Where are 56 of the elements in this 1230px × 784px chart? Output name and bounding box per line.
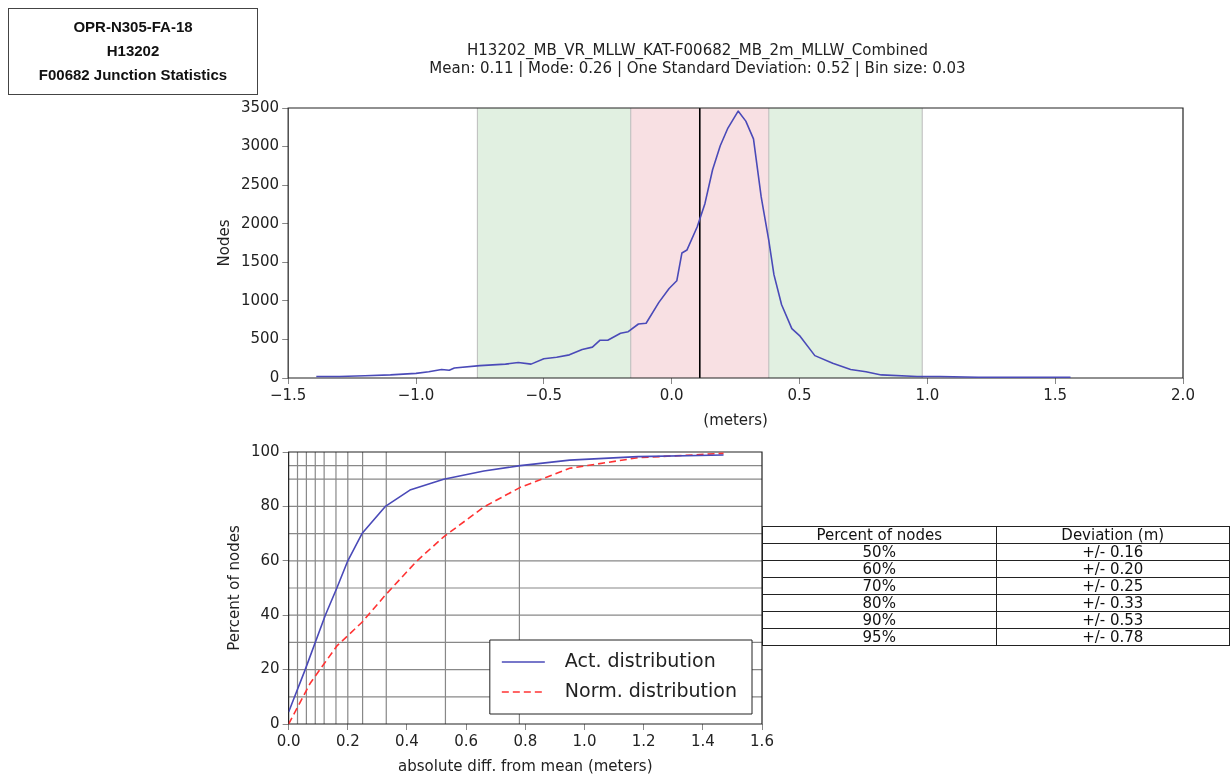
x-tick-label: 0.0 bbox=[659, 385, 684, 404]
y-tick-label: 500 bbox=[250, 329, 280, 348]
x-axis-title: (meters) bbox=[703, 410, 768, 429]
x-tick-label: 0.2 bbox=[335, 731, 360, 750]
x-tick-label: −1.5 bbox=[269, 385, 307, 404]
x-tick-label: −1.0 bbox=[397, 385, 435, 404]
y-tick-label: 3000 bbox=[240, 136, 280, 155]
y-tick-label: 20 bbox=[260, 659, 280, 678]
y-tick-label: 0 bbox=[269, 367, 280, 386]
text: 50% bbox=[762, 543, 996, 561]
text: +/- 0.53 bbox=[996, 611, 1230, 629]
x-tick-label: 0.6 bbox=[454, 731, 479, 750]
x-tick-label: 1.4 bbox=[690, 731, 715, 750]
x-tick-label: 1.0 bbox=[915, 385, 940, 404]
text: 95% bbox=[762, 628, 996, 646]
x-tick-label: 1.6 bbox=[750, 731, 774, 750]
x-tick-label: 0.0 bbox=[276, 731, 301, 750]
text: +/- 0.20 bbox=[996, 560, 1230, 578]
text: H13202 bbox=[105, 41, 161, 61]
y-axis-title: Percent of nodes bbox=[224, 524, 243, 651]
text: +/- 0.25 bbox=[996, 577, 1230, 595]
x-tick-label: 0.5 bbox=[787, 385, 812, 404]
text: F00682 Junction Statistics bbox=[37, 65, 229, 85]
x-tick-label: 0.4 bbox=[395, 731, 419, 750]
y-tick-label: 1500 bbox=[240, 252, 280, 271]
x-tick-label: 1.5 bbox=[1043, 385, 1068, 404]
y-tick-label: 2500 bbox=[240, 175, 280, 194]
y-axis-title: Nodes bbox=[214, 219, 233, 267]
text: 70% bbox=[762, 577, 996, 595]
x-tick-label: 2.0 bbox=[1171, 385, 1195, 404]
text: 80% bbox=[762, 594, 996, 612]
x-tick-label: 0.8 bbox=[513, 731, 538, 750]
text: 60% bbox=[762, 560, 996, 578]
x-tick-label: 1.0 bbox=[572, 731, 597, 750]
y-tick-label: 100 bbox=[250, 441, 280, 460]
x-tick-label: 1.2 bbox=[631, 731, 656, 750]
text: Percent of nodes bbox=[762, 526, 996, 544]
y-tick-label: 1000 bbox=[240, 290, 280, 309]
chart-title: H13202_MB_VR_MLLW_KAT-F00682_MB_2m_MLLW_Combined bbox=[467, 40, 928, 60]
text: OPR-N305-FA-18 bbox=[72, 17, 194, 37]
y-tick-label: 3500 bbox=[240, 97, 280, 116]
legend-label: Norm. distribution bbox=[564, 678, 738, 701]
text: +/- 0.16 bbox=[996, 543, 1230, 561]
text: 90% bbox=[762, 611, 996, 629]
y-tick-label: 60 bbox=[260, 550, 280, 569]
x-axis-title: absolute diff. from mean (meters) bbox=[398, 756, 653, 775]
text: Deviation (m) bbox=[996, 526, 1230, 544]
legend-label: Act. distribution bbox=[564, 648, 716, 671]
y-tick-label: 40 bbox=[260, 605, 280, 624]
y-tick-label: 80 bbox=[260, 496, 280, 515]
x-tick-label: −0.5 bbox=[525, 385, 563, 404]
y-tick-label: 0 bbox=[270, 713, 280, 732]
y-tick-label: 2000 bbox=[240, 213, 280, 232]
text: +/- 0.33 bbox=[996, 594, 1230, 612]
text: +/- 0.78 bbox=[996, 628, 1230, 646]
chart-subtitle: Mean: 0.11 | Mode: 0.26 | One Standard Deviation: 0.52 | Bin size: 0.03 bbox=[429, 58, 966, 77]
